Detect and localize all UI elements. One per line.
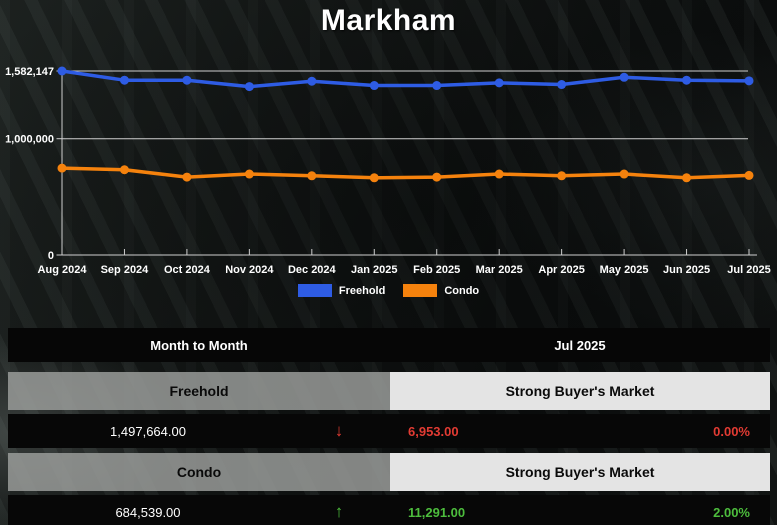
freehold-swatch-icon: [297, 284, 332, 297]
chart-legend: Freehold Condo: [0, 284, 777, 297]
condo-data-point: [682, 173, 692, 183]
page-title: Markham: [320, 4, 457, 37]
condo-label-row: Condo Strong Buyer's Market: [8, 453, 770, 491]
down-arrow-icon: ↓: [334, 421, 344, 440]
freehold-data-point: [432, 81, 442, 91]
condo-data-point: [432, 172, 442, 182]
x-tick-label: Oct 2024: [164, 264, 211, 276]
freehold-price-value: 1,497,664.00: [110, 423, 186, 439]
freehold-data-point: [182, 75, 192, 85]
condo-data-point: [744, 170, 754, 180]
freehold-data-point: [57, 66, 67, 76]
legend-item-freehold[interactable]: Freehold: [297, 284, 386, 297]
condo-data-point: [244, 169, 254, 179]
y-tick-label: 1,582,147: [5, 66, 54, 78]
x-tick-label: Aug 2024: [38, 264, 88, 276]
price-trend-chart: 1,582,147 1,000,000 0 Aug 2024 Sep 2024 Oct 2…: [5, 66, 771, 276]
x-tick-label: Mar 2025: [476, 264, 523, 276]
table-header-row: Month to Month Jul 2025: [8, 328, 770, 362]
x-tick-label: Nov 2024: [225, 264, 274, 276]
condo-data-point: [369, 173, 379, 183]
freehold-change-percent: 0.00%: [713, 423, 750, 439]
condo-swatch-icon: [403, 284, 438, 297]
freehold-market-status: Strong Buyer's Market: [390, 372, 770, 410]
freehold-data-point: [744, 76, 754, 86]
x-tick-label: Dec 2024: [288, 264, 337, 276]
freehold-label-row: Freehold Strong Buyer's Market: [8, 372, 770, 410]
freehold-data-point: [619, 72, 629, 82]
condo-data-point: [182, 172, 192, 182]
x-tick-label: Apr 2025: [538, 264, 584, 276]
freehold-data-row: 1,497,664.00 ↓ 6,953.00 0.00%: [8, 414, 770, 448]
legend-label-condo: Condo: [444, 284, 480, 297]
row-label-condo: Condo: [8, 453, 390, 491]
x-tick-label: Sep 2024: [101, 264, 150, 276]
freehold-data-point: [494, 78, 504, 88]
row-label-freehold: Freehold: [8, 372, 390, 410]
condo-data-point: [557, 171, 567, 181]
condo-change-percent: 2.00%: [713, 504, 750, 520]
freehold-data-point: [557, 80, 567, 90]
freehold-line: [60, 69, 751, 89]
table-header-month-to-month: Month to Month: [8, 328, 390, 362]
freehold-data-point: [244, 82, 254, 92]
market-summary-table: Month to Month Jul 2025 Freehold Strong …: [8, 328, 770, 525]
table-header-jul-2025: Jul 2025: [390, 328, 770, 362]
condo-data-point: [57, 163, 67, 173]
condo-data-point: [119, 165, 129, 175]
freehold-data-point: [307, 76, 317, 86]
x-tick-label: Jun 2025: [663, 264, 710, 276]
freehold-data-point: [682, 75, 692, 85]
freehold-data-point: [119, 75, 129, 85]
y-tick-label: 0: [48, 250, 54, 262]
x-tick-label: May 2025: [600, 264, 649, 276]
up-arrow-icon: ↑: [334, 502, 344, 521]
condo-data-point: [619, 169, 629, 179]
freehold-data-point: [369, 81, 379, 91]
y-tick-label: 1,000,000: [5, 134, 54, 146]
x-tick-label: Feb 2025: [413, 264, 460, 276]
condo-market-status: Strong Buyer's Market: [390, 453, 770, 491]
condo-line: [60, 166, 751, 180]
condo-change-value: 11,291.00: [408, 504, 466, 520]
x-tick-label: Jul 2025: [727, 264, 770, 276]
condo-data-point: [307, 171, 317, 181]
condo-data-point: [494, 169, 504, 179]
freehold-change-value: 6,953.00: [408, 423, 459, 439]
legend-item-condo[interactable]: Condo: [403, 284, 479, 297]
legend-label-freehold: Freehold: [338, 284, 386, 297]
condo-price-value: 684,539.00: [115, 504, 181, 520]
x-tick-label: Jan 2025: [351, 264, 397, 276]
condo-data-row: 684,539.00 ↑ 11,291.00 2.00%: [8, 495, 770, 525]
